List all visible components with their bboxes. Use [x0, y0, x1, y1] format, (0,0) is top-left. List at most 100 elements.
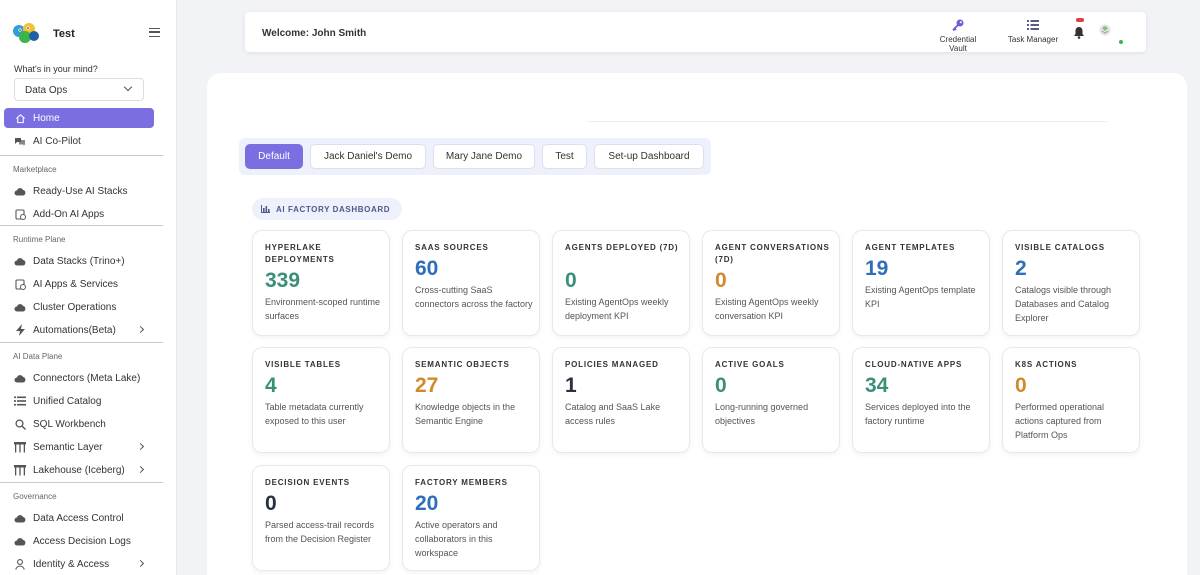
- kpi-card[interactable]: HYPERLAKE DEPLOYMENTS 339 Environment-scop…: [252, 230, 390, 336]
- task-manager-button[interactable]: Task Manager: [1005, 18, 1061, 44]
- credential-vault-button[interactable]: Credential Vault: [933, 18, 983, 53]
- sidebar-item-ai-apps-services[interactable]: AI Apps & Services: [4, 274, 154, 294]
- sidebar: Test What's in your mind? Data Ops Home …: [0, 0, 177, 575]
- task-list-icon: [1027, 20, 1039, 30]
- kpi-card[interactable]: CLOUD-NATIVE APPS 34 Services deployed int…: [852, 347, 990, 453]
- tab-mary-jane-demo[interactable]: Mary Jane Demo: [433, 144, 535, 169]
- sidebar-divider: [0, 225, 163, 226]
- kpi-card[interactable]: AGENT TEMPLATES 19 Existing AgentOps templ…: [852, 230, 990, 336]
- sidebar-item-semantic-layer[interactable]: Semantic Layer: [4, 437, 154, 457]
- hamburger-menu-icon[interactable]: [149, 28, 160, 37]
- kpi-card[interactable]: SAAS SOURCES 60 Cross-cutting SaaS connect…: [402, 230, 540, 336]
- brand[interactable]: Test: [11, 21, 171, 47]
- top-header: Welcome: John Smith Credential Vault Tas…: [245, 12, 1146, 53]
- sidebar-item-cluster-operations[interactable]: Cluster Operations: [4, 297, 154, 317]
- kpi-card[interactable]: AGENTS DEPLOYED (7D) 0 Existing AgentOps w…: [552, 230, 690, 336]
- sidebar-item-automations[interactable]: Automations(Beta): [4, 320, 154, 340]
- profile-avatar-icon[interactable]: [1098, 23, 1112, 37]
- dashboard-tabs: Default Jack Daniel's Demo Mary Jane Dem…: [239, 138, 711, 175]
- cloud-icon: [14, 185, 26, 197]
- kpi-card[interactable]: VISIBLE CATALOGS 2 Catalogs visible throug…: [1002, 230, 1140, 336]
- app-icon: [14, 278, 26, 290]
- cloud-icon: [14, 372, 26, 384]
- bell-icon: [1074, 27, 1084, 39]
- kpi-card-title: DECISION EVENTS: [265, 478, 350, 487]
- tab-setup-dashboard[interactable]: Set-up Dashboard: [594, 144, 704, 169]
- kpi-card-value: 60: [415, 257, 439, 280]
- kpi-card-title: HYPERLAKE DEPLOYMENTS: [265, 243, 335, 264]
- kpi-card-description: Parsed access-trail records from the Dec…: [265, 520, 375, 544]
- home-icon: [14, 112, 26, 124]
- main-divider: [587, 121, 1107, 122]
- kpi-card[interactable]: VISIBLE TABLES 4 Table metadata currently …: [252, 347, 390, 453]
- sidebar-item-home[interactable]: Home: [4, 108, 154, 128]
- sidebar-item-ai-co-pilot[interactable]: AI Co-Pilot: [4, 131, 154, 151]
- kpi-card-title: CLOUD-NATIVE APPS: [865, 360, 963, 369]
- kpi-card-title: VISIBLE TABLES: [265, 360, 341, 369]
- kpi-card-description: Catalogs visible through Databases and C…: [1015, 285, 1112, 323]
- kpi-card-title: AGENT TEMPLATES: [865, 243, 956, 252]
- kpi-card-title: POLICIES MANAGED: [565, 360, 659, 369]
- tab-jack-daniels-demo[interactable]: Jack Daniel's Demo: [310, 144, 426, 169]
- tree-icon: [14, 464, 26, 476]
- cloud-icon: [14, 301, 26, 313]
- section-label-ai-data-plane: AI Data Plane: [13, 352, 63, 361]
- sidebar-item-identity-access[interactable]: Identity & Access: [4, 554, 154, 574]
- kpi-card-value: 1: [565, 374, 577, 397]
- kpi-card-description: Existing AgentOps template KPI: [865, 285, 976, 309]
- kpi-card-description: Cross-cutting SaaS connectors across the…: [415, 285, 533, 309]
- sidebar-divider: [0, 155, 163, 156]
- sidebar-item-label: Cluster Operations: [33, 301, 117, 313]
- tree-icon: [14, 441, 26, 453]
- section-label-marketplace: Marketplace: [13, 165, 57, 174]
- sidebar-item-label: Data Access Control: [33, 512, 124, 524]
- kpi-card[interactable]: AGENT CONVERSATIONS (7D) 0 Existing AgentO…: [702, 230, 840, 336]
- dashboard-label-text: AI FACTORY DASHBOARD: [276, 204, 391, 214]
- mind-select[interactable]: Data Ops: [14, 78, 144, 101]
- kpi-card-value: 339: [265, 269, 301, 292]
- sidebar-item-data-access-control[interactable]: Data Access Control: [4, 508, 154, 528]
- kpi-card-description: Catalog and SaaS Lake access rules: [565, 402, 661, 426]
- sidebar-item-add-on-ai-apps[interactable]: Add-On AI Apps: [4, 204, 154, 224]
- sidebar-item-sql-workbench[interactable]: SQL Workbench: [4, 414, 154, 434]
- kpi-card-description: Existing AgentOps weekly deployment KPI: [565, 297, 669, 321]
- kpi-card[interactable]: K8S ACTIONS 0 Performed operational action…: [1002, 347, 1140, 453]
- sidebar-item-data-stacks[interactable]: Data Stacks (Trino+): [4, 251, 154, 271]
- sidebar-item-access-decision-logs[interactable]: Access Decision Logs: [4, 531, 154, 551]
- kpi-card[interactable]: DECISION EVENTS 0 Parsed access-trail reco…: [252, 465, 390, 571]
- sidebar-item-label: SQL Workbench: [33, 418, 106, 430]
- kpi-card-description: Long-running governed objectives: [715, 402, 809, 426]
- tab-test[interactable]: Test: [542, 144, 587, 169]
- chart-bar-icon: [261, 205, 270, 213]
- app-icon: [14, 208, 26, 220]
- kpi-card-description: Knowledge objects in the Semantic Engine: [415, 402, 516, 426]
- kpi-card[interactable]: SEMANTIC OBJECTS 27 Knowledge objects in t…: [402, 347, 540, 453]
- sidebar-item-label: Connectors (Meta Lake): [33, 372, 141, 384]
- chevron-down-icon: [123, 82, 133, 92]
- sidebar-item-ready-use-ai-stacks[interactable]: Ready-Use AI Stacks: [4, 181, 154, 201]
- kpi-card-title: SAAS SOURCES: [415, 243, 489, 252]
- kpi-card-title: SEMANTIC OBJECTS: [415, 360, 510, 369]
- kpi-card-title: ACTIVE GOALS: [715, 360, 785, 369]
- kpi-card-value: 0: [1015, 374, 1027, 397]
- sidebar-item-unified-catalog[interactable]: Unified Catalog: [4, 391, 154, 411]
- sidebar-item-lakehouse[interactable]: Lakehouse (Iceberg): [4, 460, 154, 480]
- kpi-card-value: 27: [415, 374, 439, 397]
- kpi-card-title: K8S ACTIONS: [1015, 360, 1078, 369]
- tab-default[interactable]: Default: [245, 144, 303, 169]
- notifications-button[interactable]: [1070, 18, 1088, 43]
- kpi-card-title: AGENT CONVERSATIONS (7D): [715, 243, 830, 264]
- sidebar-item-connectors[interactable]: Connectors (Meta Lake): [4, 368, 154, 388]
- kpi-card-description: Table metadata currently exposed to this…: [265, 402, 364, 426]
- kpi-card[interactable]: ACTIVE GOALS 0 Long-running governed objec…: [702, 347, 840, 453]
- kpi-card[interactable]: POLICIES MANAGED 1 Catalog and SaaS Lake a…: [552, 347, 690, 453]
- notification-badge: [1076, 18, 1084, 22]
- sidebar-item-label: Add-On AI Apps: [33, 208, 105, 220]
- sidebar-item-label: Access Decision Logs: [33, 535, 131, 547]
- kpi-card-value: 20: [415, 492, 439, 515]
- kpi-card-description: Existing AgentOps weekly conversation KP…: [715, 297, 819, 321]
- kpi-card[interactable]: FACTORY MEMBERS 20 Active operators and co…: [402, 465, 540, 571]
- user-icon: [14, 558, 26, 570]
- brand-logo-icon: [13, 23, 39, 43]
- mind-select-value: Data Ops: [25, 85, 68, 96]
